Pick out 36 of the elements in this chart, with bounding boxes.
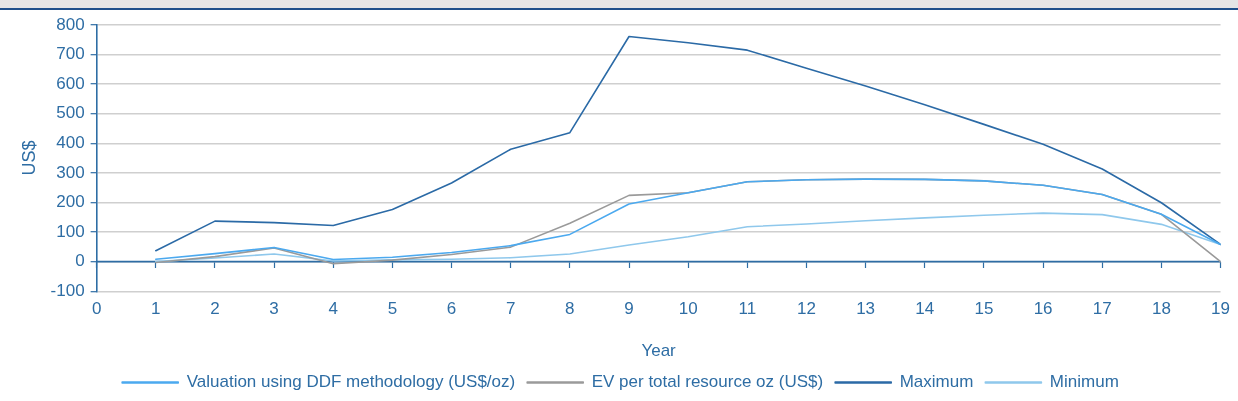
y-tick-label: 500: [56, 103, 85, 123]
x-tick-label: 7: [505, 299, 516, 319]
x-tick-label: 16: [1033, 299, 1053, 319]
x-tick-label: 14: [915, 299, 935, 319]
x-tick-label: 13: [856, 299, 876, 319]
x-tick-label: 12: [797, 299, 816, 319]
y-tick-label: 400: [56, 133, 85, 152]
legend-label: Minimum: [1049, 372, 1119, 392]
y-tick-label: 100: [56, 221, 85, 241]
x-tick-label: 4: [328, 299, 338, 319]
y-tick-label: 200: [56, 192, 85, 212]
y-tick-label: 600: [56, 73, 85, 93]
y-tick-label: 300: [56, 162, 85, 182]
legend-label: Maximum: [899, 372, 974, 392]
x-axis-title: Year: [641, 341, 677, 361]
x-tick-label: 17: [1092, 299, 1112, 319]
x-tick-label: 2: [210, 299, 220, 319]
x-tick-label: 3: [269, 299, 279, 319]
x-tick-label: 18: [1151, 299, 1171, 319]
x-tick-label: 19: [1211, 299, 1231, 319]
x-tick-label: 5: [387, 299, 398, 319]
y-axis-title: US$: [18, 140, 39, 176]
y-tick-label: 700: [56, 44, 85, 64]
x-tick-label: 10: [678, 299, 698, 319]
y-tick-label: -100: [50, 280, 85, 300]
x-tick-label: 8: [565, 299, 575, 319]
x-tick-label: 6: [446, 299, 457, 319]
x-tick-label: 15: [974, 299, 994, 319]
x-tick-label: 0: [91, 299, 102, 319]
legend-label: EV per total resource oz (US$): [591, 372, 824, 392]
x-tick-label: 1: [151, 299, 161, 319]
legend-label: Valuation using DDF methodology (US$/oz): [186, 372, 516, 392]
x-tick-label: 9: [624, 299, 634, 319]
x-tick-label: 11: [738, 299, 757, 319]
y-tick-label: 0: [75, 251, 85, 271]
y-tick-label: 800: [56, 14, 85, 34]
